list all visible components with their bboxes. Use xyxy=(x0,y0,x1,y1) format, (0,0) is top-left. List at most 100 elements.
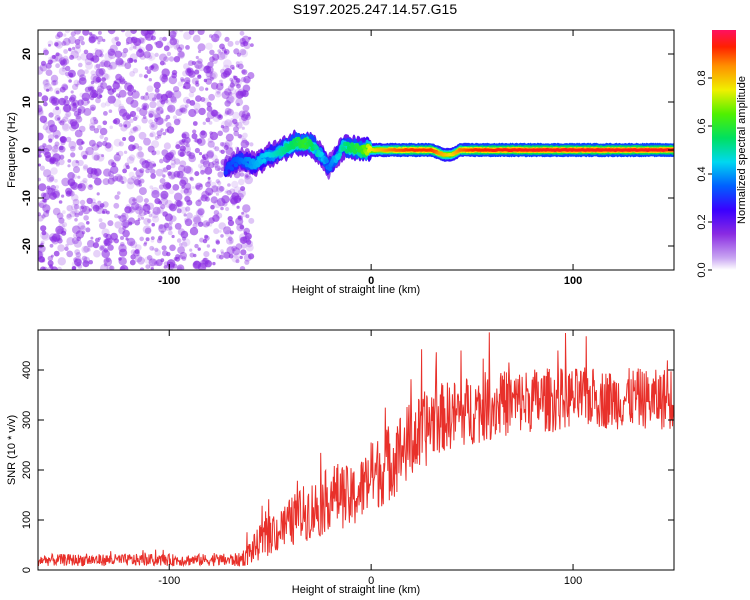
noise-dot xyxy=(58,145,66,153)
noise-dot xyxy=(200,194,208,202)
noise-dot xyxy=(248,253,255,260)
noise-dot xyxy=(97,41,101,45)
noise-dot xyxy=(154,136,159,140)
noise-dot xyxy=(148,213,153,218)
noise-dot xyxy=(129,206,136,213)
noise-dot xyxy=(78,211,84,216)
noise-dot xyxy=(86,52,94,61)
noise-dot xyxy=(236,205,240,209)
noise-dot xyxy=(71,203,78,211)
noise-dot xyxy=(99,127,108,136)
noise-dot xyxy=(73,79,80,86)
noise-dot xyxy=(164,199,173,209)
noise-dot xyxy=(209,49,215,55)
noise-dot xyxy=(63,49,68,54)
noise-dot xyxy=(113,80,117,84)
noise-dot xyxy=(104,73,111,80)
noise-dot xyxy=(81,255,88,262)
signal-cell xyxy=(324,158,329,164)
noise-dot xyxy=(58,97,66,106)
noise-dot xyxy=(54,42,59,47)
noise-dot xyxy=(114,194,120,200)
noise-dot xyxy=(189,252,195,258)
noise-dot xyxy=(164,99,169,104)
noise-dot xyxy=(59,136,66,143)
y-tick-label: 0 xyxy=(21,567,33,573)
noise-dot xyxy=(239,224,245,230)
noise-dot xyxy=(183,182,192,191)
noise-dot xyxy=(43,169,52,178)
noise-dot xyxy=(244,259,250,265)
noise-dot xyxy=(140,216,145,220)
noise-dot xyxy=(173,86,180,93)
noise-dot xyxy=(74,258,82,267)
noise-dot xyxy=(180,78,185,83)
noise-dot xyxy=(137,180,142,184)
noise-dot xyxy=(83,164,89,170)
noise-dot xyxy=(144,256,153,264)
noise-dot xyxy=(160,128,164,132)
noise-dot xyxy=(83,49,89,55)
noise-dot xyxy=(205,260,211,265)
noise-dot xyxy=(38,66,44,75)
noise-dot xyxy=(186,99,191,104)
noise-dot xyxy=(104,143,114,152)
noise-dot xyxy=(50,235,58,243)
noise-dot xyxy=(199,130,208,139)
noise-dot xyxy=(186,212,193,219)
noise-dot xyxy=(104,136,109,142)
signal-cell xyxy=(223,170,228,175)
noise-dot xyxy=(194,69,200,75)
noise-dot xyxy=(204,65,211,71)
noise-dot xyxy=(103,257,110,264)
noise-dot xyxy=(244,78,250,84)
noise-dot xyxy=(92,242,99,249)
noise-dot xyxy=(169,149,176,157)
noise-dot xyxy=(88,208,93,212)
noise-dot xyxy=(227,183,231,187)
noise-dot xyxy=(237,134,242,139)
noise-dot xyxy=(230,80,234,84)
noise-dot xyxy=(216,197,226,207)
noise-dot xyxy=(194,60,203,70)
noise-dot xyxy=(143,211,148,215)
noise-dot xyxy=(195,209,203,217)
noise-dot xyxy=(103,257,113,267)
noise-dot xyxy=(128,135,135,142)
noise-dot xyxy=(235,98,244,106)
noise-dot xyxy=(54,141,60,147)
noise-dot xyxy=(77,264,83,269)
noise-dot xyxy=(223,59,232,68)
noise-dot xyxy=(72,46,76,51)
noise-dot xyxy=(129,118,134,124)
noise-dot xyxy=(137,214,142,219)
noise-dot xyxy=(211,109,219,117)
noise-dot xyxy=(193,138,197,143)
noise-dot xyxy=(62,210,66,215)
noise-dot xyxy=(183,77,191,84)
noise-dot xyxy=(38,177,41,182)
noise-dot xyxy=(227,216,233,222)
noise-dot xyxy=(55,163,60,167)
noise-dot xyxy=(181,241,188,248)
noise-dot xyxy=(229,82,235,88)
noise-dot xyxy=(177,171,186,180)
noise-dot xyxy=(79,204,87,213)
noise-dot xyxy=(239,172,245,177)
noise-dot xyxy=(42,143,47,148)
noise-dot xyxy=(225,133,234,142)
noise-dot xyxy=(133,59,138,63)
noise-dot xyxy=(149,264,154,270)
noise-dot xyxy=(107,30,116,35)
noise-dot xyxy=(207,140,215,148)
noise-dot xyxy=(85,61,93,70)
noise-dot xyxy=(133,167,137,171)
noise-dot xyxy=(233,186,242,195)
noise-dot xyxy=(122,120,131,129)
noise-dot xyxy=(74,249,81,255)
noise-dot xyxy=(107,244,114,251)
noise-dot xyxy=(139,107,148,117)
noise-dot xyxy=(48,87,54,92)
noise-dot xyxy=(49,243,54,248)
noise-dot xyxy=(165,114,171,120)
